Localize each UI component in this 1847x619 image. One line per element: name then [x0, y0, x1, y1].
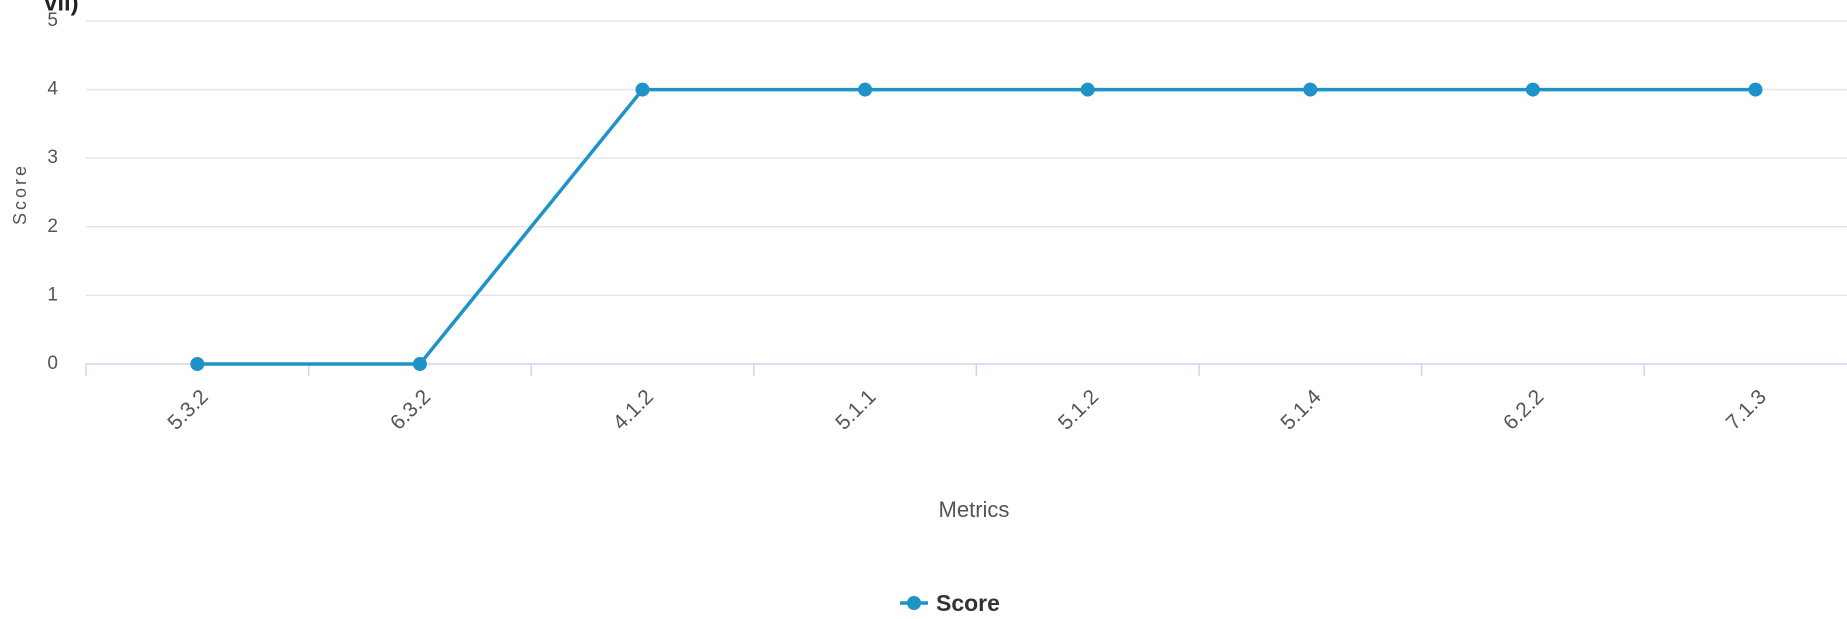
- data-point: [1080, 82, 1095, 97]
- data-point: [1748, 82, 1763, 97]
- legend-symbol: [907, 596, 921, 610]
- x-tick-label: 5.1.1: [831, 385, 880, 434]
- x-axis-label: Metrics: [939, 497, 1010, 522]
- y-tick-label: 2: [47, 216, 58, 237]
- y-axis-label: Score: [10, 163, 30, 225]
- legend-label: Score: [936, 590, 1000, 616]
- y-tick-label: 3: [47, 147, 58, 168]
- x-tick-label: 5.1.4: [1276, 385, 1326, 435]
- data-point: [1525, 82, 1540, 97]
- data-point: [635, 82, 650, 97]
- x-tick-label: 5.1.2: [1054, 385, 1103, 434]
- x-tick-label: 5.3.2: [163, 385, 212, 434]
- data-point: [190, 357, 205, 371]
- y-tick-label: 0: [47, 353, 58, 374]
- x-tick-label: 4.1.2: [609, 385, 658, 434]
- y-tick-label: 1: [47, 284, 58, 305]
- x-tick-label: 7.1.3: [1722, 385, 1771, 434]
- data-point: [858, 82, 873, 97]
- data-point: [412, 357, 427, 371]
- x-tick-label: 6.3.2: [386, 385, 435, 434]
- y-tick-label: 4: [47, 79, 58, 100]
- series-line: [197, 87, 1756, 366]
- x-tick-label: 6.2.2: [1499, 385, 1548, 434]
- data-point: [1303, 82, 1318, 97]
- y-tick-label: 5: [47, 10, 58, 31]
- chart-title: vii): [44, 0, 79, 16]
